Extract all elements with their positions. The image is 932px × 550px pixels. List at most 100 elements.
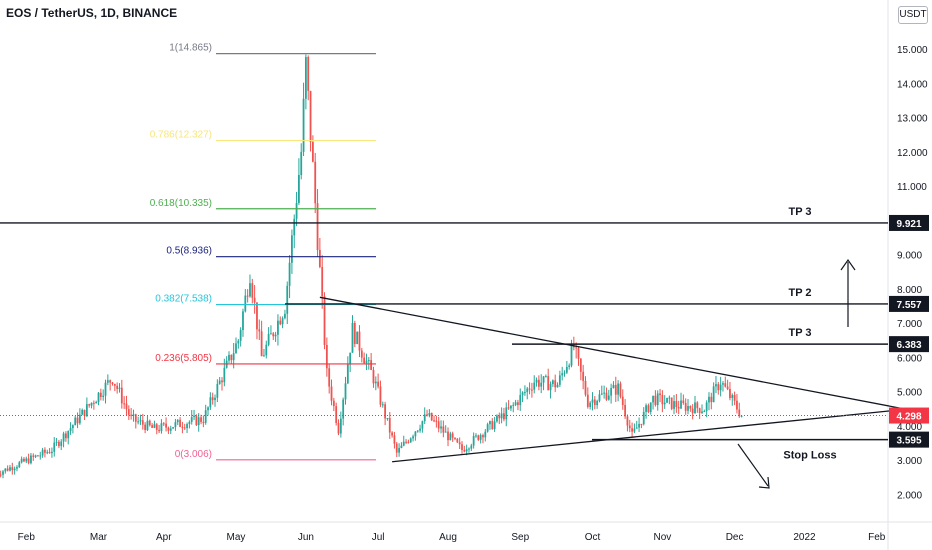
candle-body [332, 400, 335, 407]
up-arrow-head-icon [840, 258, 856, 271]
candle-body [74, 417, 77, 426]
candle-body [736, 400, 738, 410]
candle-body [197, 417, 200, 426]
y-tick-label: 5.000 [897, 388, 922, 399]
candle-body [384, 404, 387, 419]
candle-body [558, 375, 561, 385]
candle-body [256, 302, 258, 330]
candle-body [586, 394, 589, 407]
candle-body [251, 283, 254, 298]
candle-body [20, 458, 23, 463]
candle-body [517, 402, 519, 406]
candle-body [421, 421, 424, 429]
candle-body [675, 401, 678, 408]
candle-body [16, 467, 18, 469]
candle-body [23, 458, 25, 462]
candle-body [708, 396, 710, 403]
y-tick-label: 14.000 [897, 79, 928, 90]
candle-body [65, 433, 67, 439]
candle-body [4, 468, 7, 472]
candle-body [151, 425, 154, 428]
candle-body [44, 449, 46, 453]
currency-button[interactable]: USDT [898, 6, 928, 24]
candle-body [416, 430, 419, 432]
candle-body [579, 358, 582, 372]
candle-body [696, 402, 699, 409]
x-tick-label: Sep [511, 532, 529, 543]
candle-body [246, 295, 249, 297]
candle-body [279, 320, 282, 325]
candle-body [111, 382, 114, 384]
candle-body [656, 393, 659, 405]
candle-body [593, 399, 596, 406]
candle-body [549, 384, 552, 391]
candle-body [689, 406, 692, 409]
candle-body [232, 353, 235, 361]
candle-body [76, 417, 79, 424]
candle-body [146, 420, 149, 431]
x-tick-label: Jun [298, 532, 314, 543]
candle-body [400, 445, 403, 449]
candle-body [204, 410, 207, 423]
candle-body [733, 394, 736, 401]
candle-body [288, 262, 291, 286]
candle-body [531, 389, 533, 391]
candle-body [486, 424, 489, 432]
candle-body [468, 448, 470, 450]
candle-body [544, 376, 547, 378]
candle-body [216, 383, 219, 398]
triangle-upper-trendline [319, 296, 912, 411]
candle-body [37, 455, 39, 457]
price-axis-label-bg [889, 214, 929, 231]
candle-body [193, 415, 195, 417]
candle-body [141, 420, 144, 425]
candle-body [475, 435, 477, 437]
candle-body [540, 382, 543, 387]
candle-body [169, 428, 172, 431]
candle-body [563, 372, 566, 374]
candle-body [493, 421, 496, 430]
candle-body [395, 443, 398, 453]
x-tick-label: Aug [439, 532, 457, 543]
target-level-annotation: TP 2 [788, 287, 811, 299]
candle-body [454, 437, 456, 439]
candle-body [605, 392, 608, 400]
candle-body [642, 411, 645, 425]
candle-body [95, 401, 98, 404]
candle-body [496, 415, 498, 422]
y-tick-label: 4.000 [897, 422, 922, 433]
last-price-label-bg [889, 407, 929, 424]
candle-body [307, 57, 310, 91]
candle-body [230, 354, 233, 361]
candle-body [39, 455, 42, 457]
candle-body [612, 384, 615, 388]
candle-body [214, 397, 216, 401]
candle-body [472, 435, 475, 446]
candle-body [433, 420, 435, 422]
candle-body [412, 436, 414, 439]
candle-body [423, 414, 426, 422]
candle-body [344, 383, 347, 400]
candle-body [498, 415, 501, 419]
candle-body [717, 384, 720, 391]
fib-level-label: 0.618(10.335) [150, 198, 212, 209]
down-arrow-head-icon [758, 476, 770, 489]
candle-body [321, 266, 324, 297]
candle-body [565, 367, 568, 373]
candle-body [165, 423, 167, 428]
candle-body [577, 348, 580, 359]
candle-body [328, 368, 331, 387]
candle-body [85, 404, 88, 417]
candle-body [181, 426, 184, 428]
candle-body [34, 455, 37, 457]
candle-body [139, 420, 142, 422]
candle-body [419, 428, 421, 431]
candle-body [27, 458, 30, 464]
candle-body [46, 452, 49, 454]
fib-level-label: 0(3.006) [175, 449, 212, 460]
candle-body [379, 386, 382, 405]
candle-body [542, 376, 545, 383]
candle-body [179, 419, 181, 427]
candle-body [409, 438, 412, 443]
